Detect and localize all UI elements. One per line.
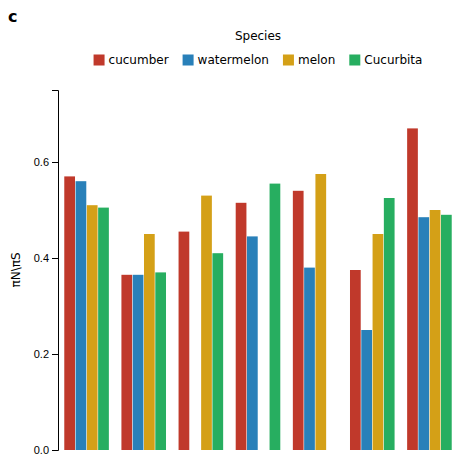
bar: [212, 253, 223, 450]
bar: [361, 330, 372, 450]
bar: [430, 210, 441, 450]
legend-label: cucumber: [109, 53, 169, 67]
title: c: [8, 7, 17, 26]
legend-label: melon: [298, 53, 335, 67]
y-tick-mark: [52, 354, 58, 355]
bar: [418, 217, 429, 450]
bar: [304, 268, 315, 450]
y-tick-label: 0.6: [34, 156, 49, 168]
bar: [87, 205, 98, 450]
bar: [441, 215, 452, 450]
bar: [144, 234, 155, 450]
bar: [270, 184, 281, 450]
bars: [64, 128, 451, 450]
legend-label: Cucurbita: [364, 53, 422, 67]
y-axis-label: πN\πS: [9, 252, 23, 287]
legend-item: Cucurbita: [349, 53, 422, 67]
bar: [315, 174, 326, 450]
y-tick-label: 0.4: [34, 252, 49, 264]
bar: [121, 275, 132, 450]
bar: [133, 275, 144, 450]
y-axis-line: [52, 91, 59, 451]
legend-title: Species: [235, 29, 281, 43]
y-axis: 0.0 0.2 0.4 0.6: [34, 91, 59, 457]
y-tick-label: 0.0: [34, 444, 49, 456]
bar: [373, 234, 384, 450]
bar: [247, 236, 258, 450]
bar: [98, 208, 109, 450]
y-tick-mark: [52, 450, 58, 451]
y-tick-mark: [52, 162, 58, 163]
y-tick: 0.2: [34, 348, 58, 360]
legend-item: melon: [283, 53, 335, 67]
y-tick: 0.0: [34, 444, 58, 456]
legend: Species cucumber watermelon melon Cucurbita: [94, 29, 423, 67]
bar: [293, 191, 304, 450]
legend-item: cucumber: [94, 53, 169, 67]
chart: c 0.0 0.2 0.4 0.6 πN\πS Species cucumber waterme…: [0, 0, 474, 474]
y-tick: 0.4: [34, 252, 58, 264]
legend-swatch: [94, 55, 105, 66]
bar: [64, 176, 75, 450]
legend-swatch: [183, 55, 194, 66]
bar: [76, 181, 87, 450]
bar: [407, 128, 418, 450]
bar: [236, 203, 247, 450]
y-tick-mark: [52, 258, 58, 259]
bar: [350, 270, 361, 450]
legend-swatch: [349, 55, 360, 66]
plot: 0.0 0.2 0.4 0.6: [34, 91, 452, 457]
bar: [179, 232, 190, 450]
bar: [155, 272, 166, 450]
bar: [201, 196, 212, 450]
legend-label: watermelon: [198, 53, 269, 67]
y-tick: 0.6: [34, 156, 58, 168]
legend-swatch: [283, 55, 294, 66]
y-tick-label: 0.2: [34, 348, 49, 360]
legend-item: watermelon: [183, 53, 269, 67]
legend-items: cucumber watermelon melon Cucurbita: [94, 53, 423, 67]
bar: [384, 198, 395, 450]
